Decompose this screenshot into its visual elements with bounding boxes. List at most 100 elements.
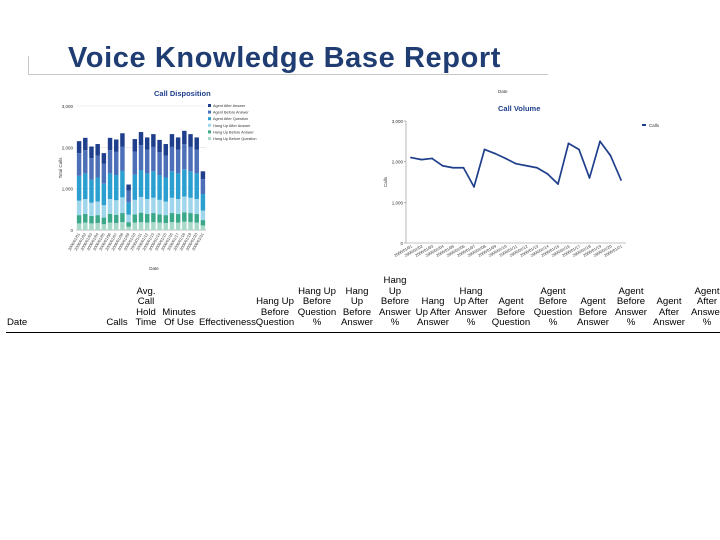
bar-segment: [76, 141, 82, 154]
bar-segment: [169, 134, 175, 147]
bar-segment: [194, 199, 199, 214]
data-point: [452, 166, 454, 169]
bar-segment: [151, 222, 156, 230]
data-point: [441, 164, 444, 167]
column-header: Effectiveness: [198, 276, 256, 333]
bar-segment: [95, 177, 100, 202]
data-point: [620, 179, 622, 181]
legend-label: Agent After Question: [213, 117, 248, 121]
bar-segment: [101, 163, 107, 184]
chart-title: Call Volume: [498, 104, 540, 113]
bar-segment: [163, 144, 168, 156]
data-point: [420, 158, 423, 161]
bar-segment: [114, 222, 119, 230]
bar-segment: [163, 177, 168, 202]
bar-segment: [126, 214, 131, 223]
bar-segment: [175, 213, 181, 223]
x-axis-label: Date: [149, 266, 159, 271]
bar-segment: [144, 173, 150, 199]
legend-label: Hang Up Before Answer: [213, 130, 254, 134]
bar-segment: [163, 201, 168, 216]
bar-segment: [169, 222, 175, 230]
bar-segment: [107, 213, 113, 223]
bar-segment: [188, 146, 193, 172]
bar-segment: [132, 199, 138, 215]
data-point: [546, 172, 549, 175]
bar-segment: [182, 212, 187, 222]
bar-segment: [120, 197, 125, 214]
bar-segment: [138, 145, 144, 171]
bar-segment: [157, 222, 162, 230]
bar-segment: [200, 210, 206, 221]
column-header: Hang Up After Answer: [414, 276, 452, 333]
bar-segment: [169, 213, 175, 223]
bar-segment: [163, 222, 168, 230]
bar-segment: [107, 222, 113, 230]
bar-segment: [194, 222, 199, 230]
bar-segment: [89, 179, 94, 203]
bar-segment: [107, 150, 113, 174]
bar-segment: [76, 223, 82, 230]
column-header: Agent After Answer %: [688, 276, 720, 333]
bar-segment: [151, 213, 156, 223]
title-underline: [28, 74, 548, 75]
bar-segment: [120, 146, 125, 171]
bar-segment: [188, 197, 193, 214]
report-table: Date Calls Avg. Call Hold Time Minutes Of U…: [6, 275, 720, 333]
bar-segment: [138, 196, 144, 213]
bar-segment: [188, 171, 193, 198]
chart-subtitle: Date: [498, 89, 508, 94]
bar-segment: [175, 173, 181, 199]
bar-segment: [151, 134, 156, 147]
bar-segment: [89, 158, 94, 180]
data-point: [431, 157, 433, 160]
bar-segment: [107, 199, 113, 214]
bar-segment: [114, 151, 119, 176]
bar-segment: [151, 197, 156, 214]
data-point: [504, 157, 507, 160]
bar-segment: [114, 200, 119, 215]
bar-segment: [163, 155, 168, 178]
bar-segment: [132, 139, 138, 152]
bar-segment: [89, 202, 94, 216]
y-tick-label: 3,000: [62, 104, 74, 109]
bar-segment: [126, 190, 131, 203]
column-header: Calls: [102, 276, 132, 333]
legend-swatch: [208, 110, 211, 114]
data-point: [536, 166, 538, 169]
bar-segment: [182, 169, 187, 197]
table-header-row: Date Calls Avg. Call Hold Time Minutes Of U…: [6, 275, 720, 333]
bar-segment: [138, 132, 144, 146]
data-point: [557, 183, 559, 185]
legend-swatch: [642, 124, 646, 126]
y-tick-label: 0: [70, 228, 73, 233]
bar-segment: [157, 214, 162, 223]
bar-segment: [95, 155, 100, 178]
y-tick-label: 1,000: [62, 187, 74, 192]
bar-segment: [182, 130, 187, 145]
column-header: Date: [6, 276, 102, 333]
column-header: Hang Up Before Question: [254, 276, 296, 333]
bar-segment: [126, 202, 131, 215]
bar-segment: [95, 144, 100, 156]
column-header: Minutes Of Use: [160, 276, 198, 333]
bar-segment: [126, 222, 131, 227]
bar-segment: [89, 215, 94, 224]
data-point: [410, 156, 412, 159]
bar-segment: [175, 222, 181, 230]
bar-segment: [169, 146, 175, 172]
data-point: [609, 154, 612, 157]
bar-segment: [83, 150, 88, 174]
legend-label: Calls: [649, 123, 660, 128]
data-point: [578, 148, 580, 151]
bar-segment: [138, 170, 144, 197]
bar-segment: [114, 139, 119, 152]
bar-segment: [83, 173, 88, 199]
bar-segment: [144, 213, 150, 223]
y-tick-label: 2,000: [392, 160, 404, 165]
bar-segment: [194, 137, 199, 150]
data-point: [588, 177, 591, 179]
bar-segment: [101, 205, 107, 218]
bar-segment: [89, 146, 94, 159]
